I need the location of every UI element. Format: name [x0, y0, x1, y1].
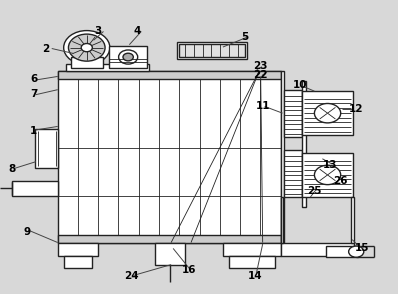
- Bar: [177, 42, 247, 59]
- Text: 7: 7: [30, 89, 37, 99]
- Bar: [223, 243, 281, 256]
- Bar: [302, 81, 306, 207]
- Text: 14: 14: [248, 271, 262, 281]
- Text: 2: 2: [42, 44, 49, 54]
- Text: 25: 25: [307, 186, 322, 196]
- Circle shape: [68, 34, 105, 61]
- Bar: [64, 256, 92, 268]
- Bar: [326, 246, 358, 257]
- Bar: [58, 243, 98, 256]
- Text: 24: 24: [124, 271, 139, 281]
- Bar: [58, 71, 281, 243]
- Text: 6: 6: [30, 74, 37, 84]
- Text: 1: 1: [30, 126, 37, 136]
- Text: 13: 13: [323, 160, 338, 170]
- Bar: [281, 243, 354, 256]
- Bar: [179, 44, 245, 57]
- Bar: [302, 91, 353, 135]
- Text: 22: 22: [254, 70, 268, 80]
- Text: 26: 26: [333, 176, 347, 186]
- Bar: [12, 181, 58, 196]
- Circle shape: [64, 31, 110, 65]
- Bar: [284, 150, 302, 197]
- Text: 16: 16: [182, 265, 196, 275]
- Text: 23: 23: [254, 61, 268, 71]
- Circle shape: [349, 246, 364, 257]
- Bar: [281, 71, 284, 243]
- Bar: [58, 71, 281, 79]
- Text: 8: 8: [8, 164, 16, 174]
- Bar: [58, 235, 281, 243]
- Circle shape: [314, 103, 341, 123]
- Circle shape: [123, 53, 133, 61]
- Circle shape: [119, 50, 138, 64]
- Bar: [302, 153, 353, 197]
- Circle shape: [81, 44, 92, 52]
- Bar: [229, 256, 275, 268]
- Text: 11: 11: [256, 101, 270, 111]
- Bar: [109, 46, 147, 68]
- Text: 9: 9: [23, 227, 31, 237]
- Bar: [71, 57, 103, 68]
- Text: 3: 3: [94, 26, 101, 36]
- Circle shape: [314, 165, 341, 185]
- Text: 15: 15: [355, 243, 369, 253]
- Text: 4: 4: [134, 26, 141, 36]
- Bar: [284, 90, 302, 137]
- Bar: [35, 129, 58, 168]
- Bar: [281, 197, 283, 243]
- Bar: [66, 64, 149, 71]
- Text: 10: 10: [293, 80, 308, 90]
- Text: 12: 12: [349, 104, 363, 114]
- Bar: [351, 197, 354, 243]
- Bar: [155, 243, 185, 265]
- Text: 5: 5: [241, 32, 248, 42]
